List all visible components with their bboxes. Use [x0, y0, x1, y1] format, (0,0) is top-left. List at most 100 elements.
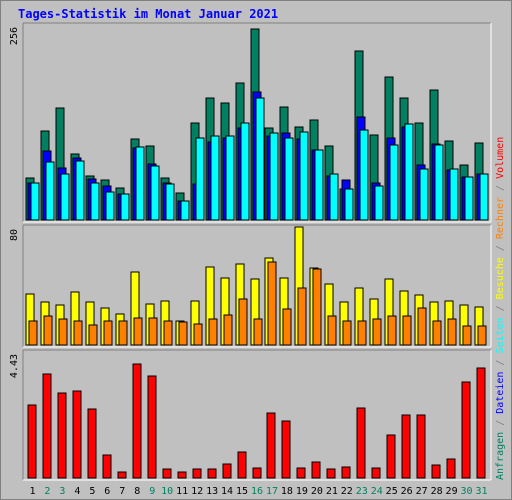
chart-title: Tages-Statistik im Monat Januar 2021 — [18, 7, 279, 21]
bar-seiten-day-27 — [419, 168, 429, 221]
bar-rechner-day-12 — [193, 323, 203, 346]
bar-rechner-day-4 — [73, 320, 83, 346]
bar-seiten-day-30 — [464, 176, 474, 221]
x-tick-label: 9 — [149, 486, 155, 497]
x-tick-label: 7 — [119, 486, 125, 497]
bar-volumen-day-11 — [177, 471, 187, 479]
bar-seiten-day-22 — [344, 188, 354, 221]
x-tick-label: 26 — [401, 486, 413, 497]
bar-volumen-day-16 — [252, 467, 262, 479]
bar-rechner-day-17 — [267, 261, 277, 346]
bar-rechner-day-11 — [178, 321, 188, 346]
bar-seiten-day-12 — [195, 137, 205, 221]
bar-volumen-day-6 — [102, 454, 112, 479]
right-series-label-part: / — [495, 239, 506, 257]
right-series-label-part: / — [495, 179, 506, 197]
right-series-label-part: Volumen — [495, 137, 506, 179]
bar-seiten-day-5 — [90, 182, 100, 221]
bar-rechner-day-26 — [402, 315, 412, 346]
bar-volumen-day-7 — [117, 471, 127, 479]
bar-volumen-day-19 — [296, 467, 306, 479]
x-tick-label: 12 — [191, 486, 203, 497]
bar-seiten-day-2 — [45, 161, 55, 221]
right-series-label-part: Seiten — [495, 317, 506, 353]
bar-volumen-day-3 — [57, 392, 67, 479]
bar-volumen-day-17 — [266, 412, 276, 479]
bar-seiten-day-9 — [150, 165, 160, 221]
x-tick-label: 6 — [104, 486, 110, 497]
bar-rechner-day-2 — [43, 315, 53, 346]
bar-seiten-day-20 — [314, 149, 324, 221]
bar-seiten-day-29 — [449, 168, 459, 221]
bar-volumen-day-21 — [326, 468, 336, 479]
bar-seiten-day-8 — [135, 146, 145, 221]
y-max-label: 80 — [9, 229, 20, 241]
bar-volumen-day-27 — [416, 414, 426, 479]
x-tick-label: 8 — [134, 486, 140, 497]
bar-rechner-day-3 — [58, 318, 68, 346]
bar-rechner-day-20 — [312, 268, 322, 346]
x-tick-label: 15 — [236, 486, 248, 497]
x-tick-label: 14 — [221, 486, 233, 497]
bar-volumen-day-26 — [401, 414, 411, 479]
x-tick-label: 29 — [446, 486, 458, 497]
bar-volumen-day-18 — [281, 420, 291, 479]
bar-volumen-day-15 — [237, 451, 247, 479]
bar-seiten-day-24 — [374, 185, 384, 221]
bar-rechner-day-7 — [118, 320, 128, 346]
bar-seiten-day-7 — [120, 193, 130, 221]
bar-rechner-day-23 — [357, 320, 367, 346]
y-max-label: 4.43 — [9, 354, 20, 378]
bar-volumen-day-31 — [476, 367, 486, 479]
right-series-label-part: Rechner — [495, 197, 506, 239]
bar-seiten-day-28 — [434, 144, 444, 221]
bar-seiten-day-23 — [359, 129, 369, 221]
bar-rechner-day-13 — [208, 318, 218, 346]
bar-rechner-day-27 — [417, 307, 427, 346]
bar-seiten-day-17 — [269, 132, 279, 221]
x-tick-label: 20 — [311, 486, 323, 497]
bar-seiten-day-21 — [329, 173, 339, 221]
bar-seiten-day-26 — [404, 123, 414, 221]
bar-seiten-day-13 — [210, 135, 220, 221]
x-tick-label: 28 — [431, 486, 443, 497]
x-tick-label: 17 — [266, 486, 278, 497]
bar-volumen-day-12 — [192, 468, 202, 479]
bar-rechner-day-28 — [432, 320, 442, 346]
bar-seiten-day-11 — [180, 200, 190, 221]
bar-rechner-day-30 — [462, 325, 472, 346]
x-tick-label: 3 — [59, 486, 65, 497]
right-series-label-part: Besuche — [495, 257, 506, 299]
x-tick-label: 1 — [29, 486, 35, 497]
bar-seiten-day-31 — [479, 173, 489, 221]
x-tick-label: 25 — [386, 486, 398, 497]
x-tick-label: 23 — [356, 486, 368, 497]
bar-seiten-day-25 — [389, 144, 399, 221]
bar-seiten-day-14 — [225, 135, 235, 221]
bar-volumen-day-28 — [431, 464, 441, 479]
bar-rechner-day-5 — [88, 324, 98, 346]
bar-rechner-day-14 — [223, 314, 233, 346]
bar-volumen-day-29 — [446, 458, 456, 479]
bar-rechner-day-1 — [28, 320, 38, 346]
bar-rechner-day-29 — [447, 318, 457, 346]
right-series-label-part: Dateien — [495, 372, 506, 414]
bar-rechner-day-16 — [253, 318, 263, 346]
bar-volumen-day-4 — [72, 390, 82, 479]
bar-volumen-day-13 — [207, 468, 217, 479]
x-tick-label: 5 — [89, 486, 95, 497]
bar-rechner-day-10 — [163, 320, 173, 346]
x-tick-label: 24 — [371, 486, 383, 497]
bar-seiten-day-4 — [75, 160, 85, 221]
bar-volumen-day-25 — [386, 434, 396, 479]
bar-seiten-day-16 — [255, 97, 265, 221]
x-tick-label: 4 — [74, 486, 80, 497]
x-tick-label: 16 — [251, 486, 263, 497]
bar-volumen-day-22 — [341, 466, 351, 479]
bar-volumen-day-10 — [162, 468, 172, 479]
bar-volumen-day-14 — [222, 463, 232, 479]
bar-rechner-day-21 — [327, 315, 337, 346]
bar-seiten-day-15 — [240, 122, 250, 221]
bar-seiten-day-18 — [284, 137, 294, 221]
